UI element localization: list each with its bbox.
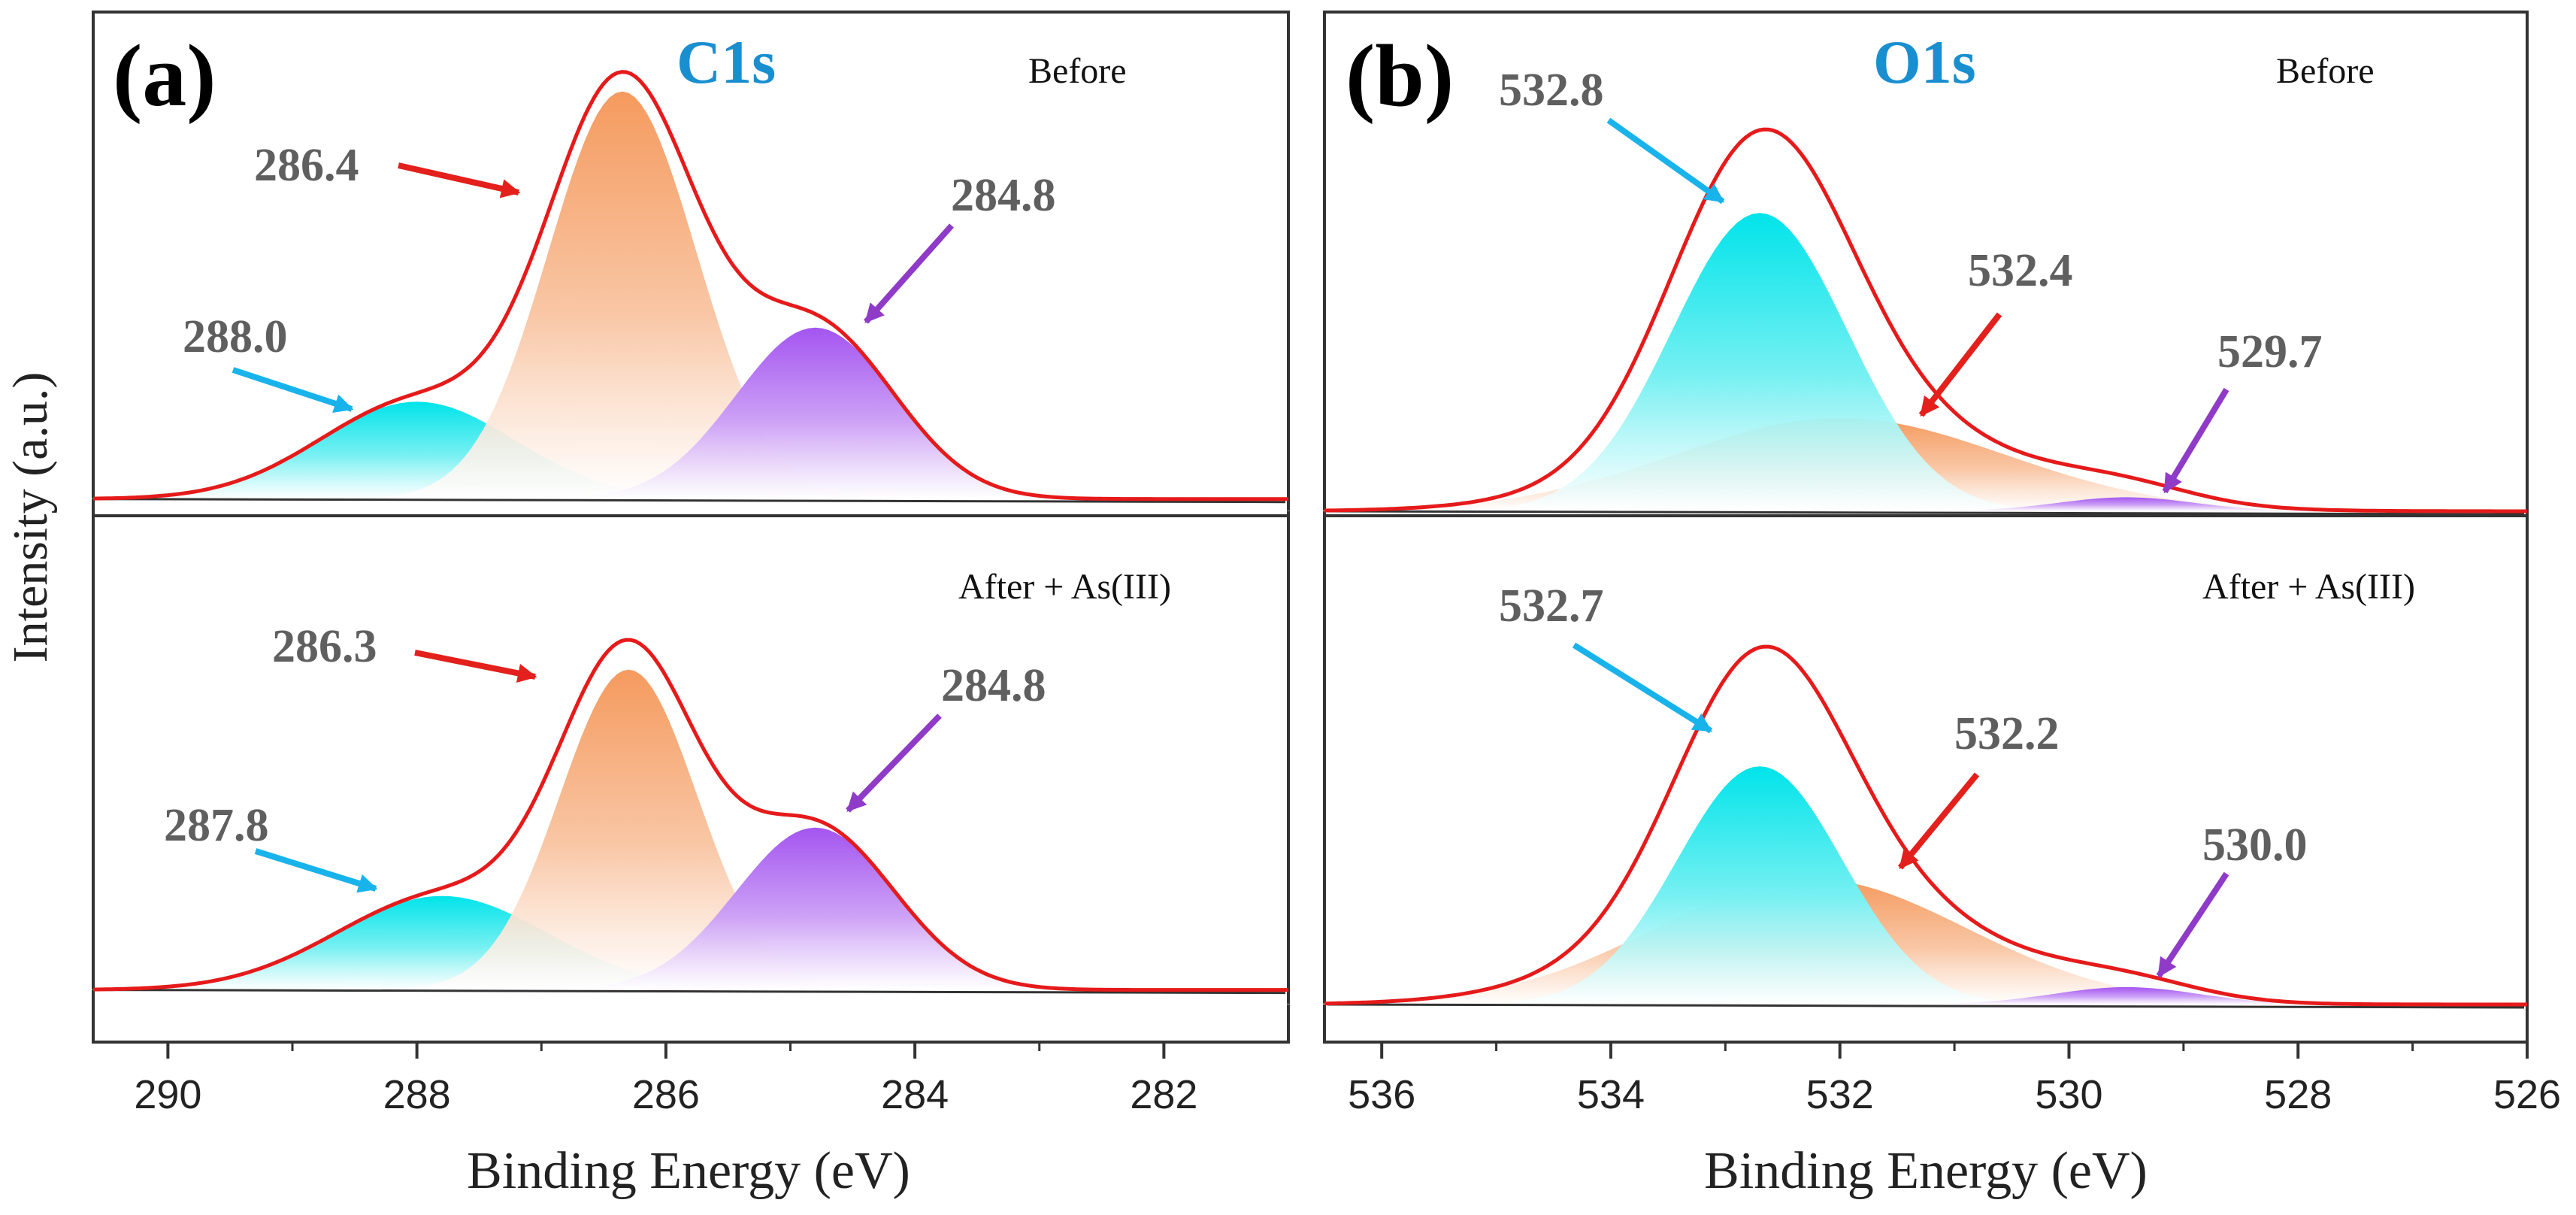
panel-a-xlabel: Binding Energy (eV) <box>467 1142 910 1200</box>
panel-b: 536 534 532 530 528 526 (b) O1s Before After … <box>1275 11 2561 1200</box>
o1s-after-label-530-0: 530.0 <box>2202 820 2308 871</box>
panel-b-after-state: After + As(III) <box>2202 567 2415 607</box>
panel-a-xtick-label-284: 284 <box>881 1072 949 1117</box>
c1s-after-arrow-287-8 <box>254 848 378 893</box>
baseline-c1s-before <box>95 498 1286 504</box>
panel-a-x-axis: 290 288 286 284 282 <box>134 1042 1197 1117</box>
peak-c1s-after-purple <box>544 827 1086 990</box>
panel-b-xtick-label-528: 528 <box>2264 1072 2332 1117</box>
panel-a-title: C1s <box>677 28 776 96</box>
o1s-after-arrow-532-2 <box>1897 772 1980 870</box>
c1s-before-label-288-0: 288.0 <box>183 311 288 362</box>
panel-b-before-state: Before <box>2276 51 2375 91</box>
panel-b-after-plot <box>1279 644 2527 1009</box>
panel-b-xtick-label-534: 534 <box>1577 1072 1645 1117</box>
o1s-after-label-532-2: 532.2 <box>1954 708 2060 759</box>
panel-a-xtick-label-290: 290 <box>134 1072 201 1117</box>
o1s-before-arrow-529-7 <box>2162 387 2229 494</box>
c1s-before-label-284-8: 284.8 <box>951 170 1056 221</box>
baseline-c1s-after <box>95 989 1286 995</box>
panel-a-before-plot <box>83 70 1288 504</box>
y-axis-label: Intensity (a.u.) <box>3 372 58 663</box>
panel-b-x-axis: 536 534 532 530 528 526 <box>1348 1042 2561 1117</box>
envelope-o1s-before <box>1324 127 2527 514</box>
c1s-before-arrow-284-8 <box>864 223 954 324</box>
o1s-before-label-532-4: 532.4 <box>1968 245 2073 296</box>
envelope-c1s-after <box>92 638 1288 992</box>
panel-b-title: O1s <box>1873 28 1976 96</box>
c1s-after-label-287-8: 287.8 <box>164 800 269 851</box>
c1s-before-arrow-288-0 <box>232 367 354 413</box>
panel-b-label: (b) <box>1346 26 1454 125</box>
o1s-before-label-529-7: 529.7 <box>2217 326 2323 377</box>
panel-b-bottom-frame <box>1323 514 2529 1044</box>
panel-a-label: (a) <box>113 26 216 125</box>
o1s-after-label-532-7: 532.7 <box>1499 580 1604 632</box>
panel-a: 290 288 286 284 282 (a) C1s Before After + A… <box>80 11 1290 1200</box>
panel-a-after-state: After + As(III) <box>958 567 1171 607</box>
peak-o1s-after-cyan <box>1477 766 2042 1004</box>
panel-b-xtick-label-526: 526 <box>2493 1072 2561 1117</box>
peak-o1s-before-cyan <box>1461 213 2059 511</box>
panel-a-xtick-label-286: 286 <box>632 1072 700 1117</box>
panel-a-xtick-label-282: 282 <box>1130 1072 1197 1117</box>
panel-a-before-state: Before <box>1028 51 1127 91</box>
panel-b-xlabel: Binding Energy (eV) <box>1704 1142 2148 1200</box>
panel-a-bottom-frame <box>92 514 1290 1044</box>
panel-b-xtick-label-536: 536 <box>1348 1072 1415 1117</box>
panel-a-after-plot <box>80 638 1288 995</box>
envelope-c1s-before <box>92 70 1288 501</box>
baseline-o1s-before <box>1327 510 2525 516</box>
panel-a-xtick-label-288: 288 <box>383 1072 451 1117</box>
c1s-after-arrow-286-3 <box>414 650 537 683</box>
o1s-before-label-532-8: 532.8 <box>1499 65 1604 116</box>
panel-b-xtick-label-532: 532 <box>1806 1072 1874 1117</box>
c1s-before-arrow-286-4 <box>398 162 521 198</box>
peak-c1s-before-cyan <box>83 401 751 499</box>
c1s-after-arrow-284-8 <box>846 714 942 813</box>
peak-c1s-after-cyan <box>80 895 804 990</box>
c1s-after-label-286-3: 286.3 <box>272 621 377 672</box>
c1s-before-label-286-4: 286.4 <box>254 140 359 191</box>
peak-c1s-after-orange <box>394 669 864 990</box>
peak-o1s-before-purple <box>1893 497 2359 511</box>
panel-b-xtick-label-530: 530 <box>2035 1072 2102 1117</box>
peak-o1s-after-purple <box>1877 987 2376 1004</box>
o1s-after-arrow-532-7 <box>1572 642 1713 734</box>
o1s-before-arrow-532-8 <box>1606 117 1725 205</box>
o1s-before-arrow-532-4 <box>1918 312 2002 417</box>
envelope-o1s-after <box>1324 644 2527 1007</box>
peak-c1s-before-purple <box>544 327 1086 499</box>
baseline-o1s-after <box>1327 1003 2525 1009</box>
o1s-after-arrow-530-0 <box>2156 871 2229 978</box>
panel-b-before-plot <box>1275 127 2527 516</box>
c1s-after-label-284-8: 284.8 <box>941 660 1046 711</box>
peak-c1s-before-orange <box>369 91 876 499</box>
